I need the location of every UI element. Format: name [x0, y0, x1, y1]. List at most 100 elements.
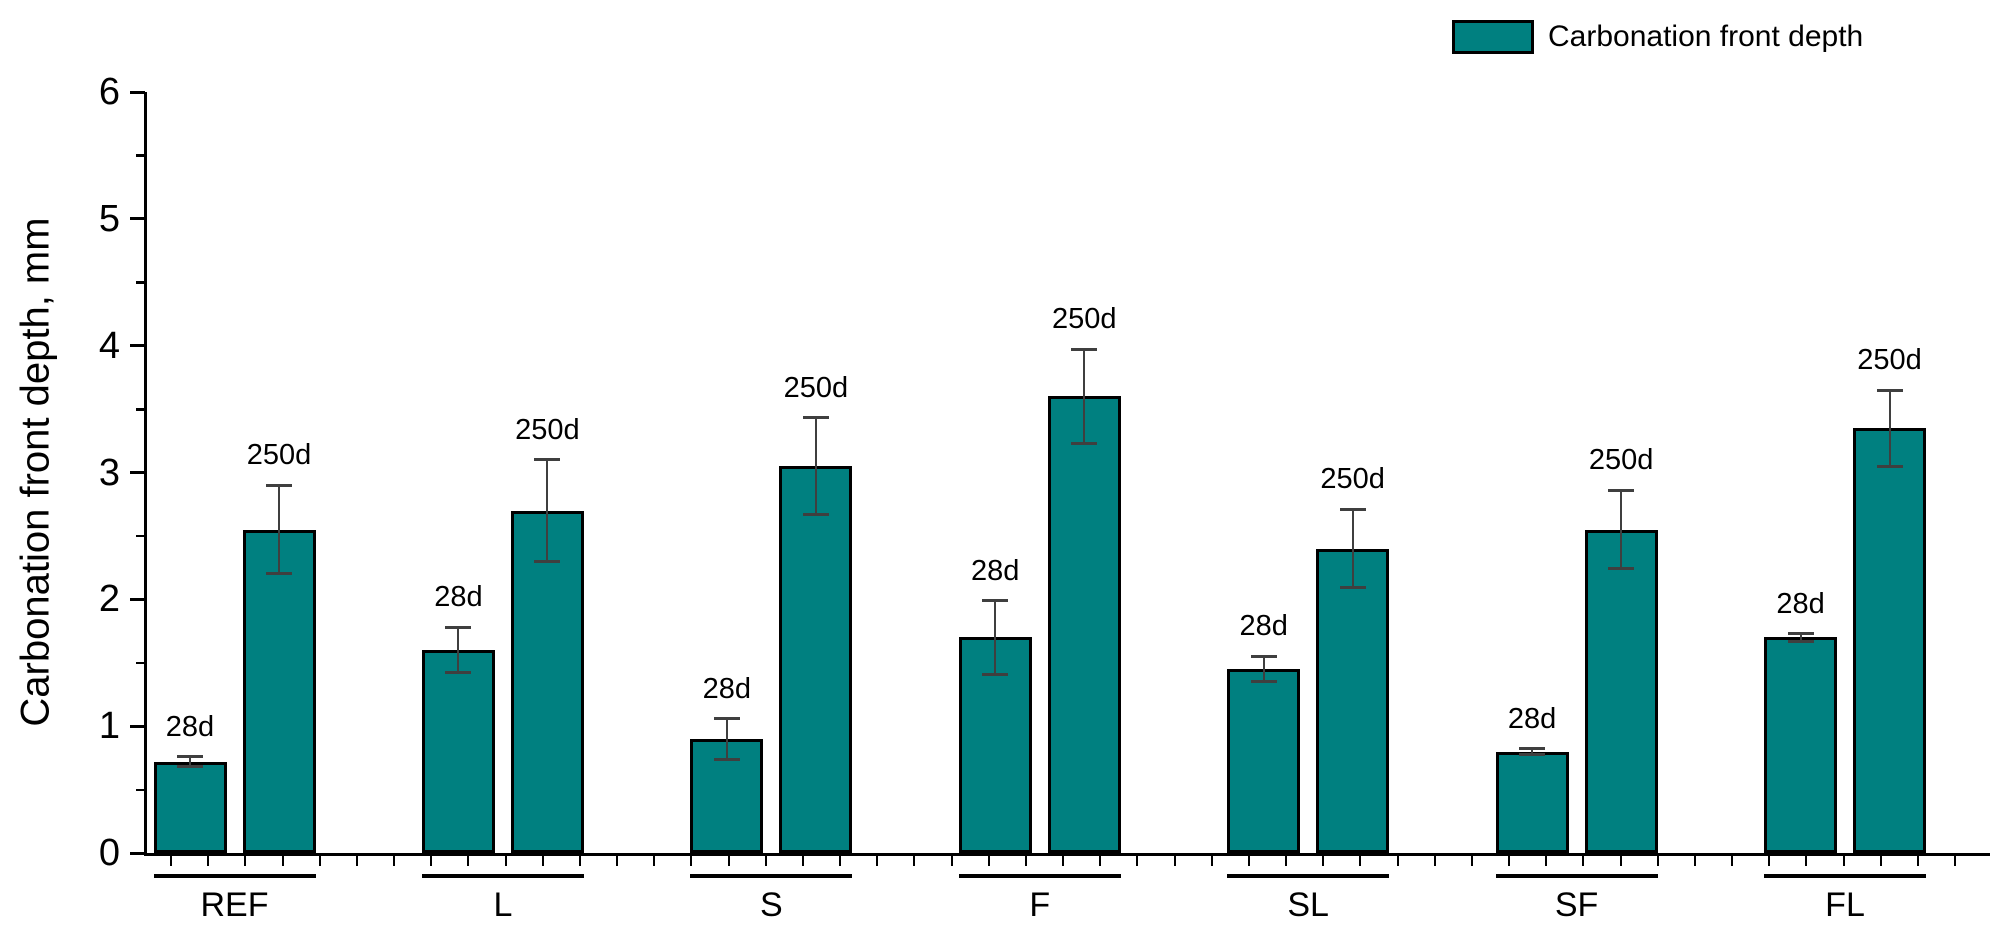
- error-cap-top: [1339, 507, 1366, 511]
- category-underline: [1227, 874, 1390, 878]
- y-minor-tick: [136, 281, 145, 284]
- error-cap-bottom: [713, 757, 740, 761]
- error-cap-bottom: [534, 559, 561, 563]
- y-tick-label: 2: [98, 578, 120, 621]
- y-tick-label: 5: [98, 197, 120, 240]
- y-major-tick: [130, 724, 145, 728]
- error-cap-bottom: [1071, 441, 1098, 445]
- x-minor-tick: [1842, 856, 1845, 866]
- x-minor-tick: [1805, 856, 1808, 866]
- error-cap-bottom: [1876, 464, 1903, 468]
- error-bar-SL-28d: [1262, 656, 1265, 682]
- bar-REF-28d: [153, 761, 227, 853]
- x-minor-tick: [1359, 856, 1362, 866]
- bar-value-label: 250d: [515, 413, 580, 446]
- error-bar-L-250d: [546, 459, 549, 562]
- error-bar-S-28d: [725, 718, 728, 760]
- x-minor-tick: [1396, 856, 1399, 866]
- x-minor-tick: [1136, 856, 1139, 866]
- error-bar-REF-250d: [278, 485, 280, 574]
- x-minor-tick: [1656, 856, 1659, 866]
- x-minor-tick: [1619, 856, 1622, 866]
- bar-value-label: 250d: [1051, 303, 1117, 336]
- category-underline: [1495, 874, 1658, 878]
- x-minor-tick: [764, 856, 767, 866]
- error-cap-top: [982, 599, 1009, 603]
- x-minor-tick: [541, 856, 544, 866]
- y-tick-label: 6: [98, 71, 120, 113]
- y-major-tick: [130, 217, 145, 221]
- legend-label: Carbonation front depth: [1548, 20, 1864, 53]
- error-cap-top: [713, 717, 740, 721]
- error-cap-top: [1071, 347, 1098, 351]
- x-minor-tick: [1024, 856, 1027, 866]
- x-minor-tick: [170, 856, 172, 866]
- x-minor-tick: [1731, 856, 1734, 866]
- x-minor-tick: [318, 856, 321, 866]
- error-bar-F-250d: [1083, 349, 1086, 444]
- y-major-tick: [130, 90, 145, 94]
- legend: Carbonation front depth: [1452, 20, 1863, 54]
- bar-value-label: 28d: [1239, 610, 1288, 643]
- y-tick-label: 0: [98, 832, 120, 874]
- x-minor-tick: [653, 856, 656, 866]
- category-label-L: L: [493, 886, 513, 924]
- x-axis-line: [144, 853, 1990, 856]
- error-bar-S-250d: [814, 417, 817, 515]
- error-cap-top: [266, 483, 292, 487]
- error-cap-top: [445, 625, 472, 629]
- y-tick-label: 4: [98, 324, 120, 367]
- bar-S-250d: [779, 466, 853, 853]
- error-bar-SL-250d: [1351, 509, 1354, 588]
- y-tick-label: 3: [98, 451, 120, 494]
- error-cap-bottom: [177, 765, 203, 769]
- category-label-REF: REF: [200, 886, 269, 924]
- y-minor-tick: [136, 154, 145, 157]
- error-cap-bottom: [1787, 639, 1814, 643]
- error-cap-top: [802, 416, 829, 420]
- error-bar-FL-250d: [1888, 390, 1891, 467]
- error-cap-top: [1250, 654, 1277, 658]
- x-minor-tick: [1768, 856, 1771, 866]
- y-minor-tick: [136, 661, 145, 665]
- bar-value-label: 28d: [165, 710, 215, 743]
- x-minor-tick: [430, 856, 433, 866]
- bar-value-label: 28d: [971, 554, 1020, 587]
- y-major-tick: [130, 344, 145, 348]
- bar-SL-28d: [1227, 669, 1301, 853]
- category-underline: [153, 874, 316, 878]
- x-minor-tick: [616, 856, 619, 866]
- x-minor-tick: [504, 856, 507, 866]
- x-minor-tick: [1693, 856, 1696, 866]
- x-minor-tick: [913, 856, 916, 866]
- error-cap-bottom: [1250, 680, 1277, 684]
- x-minor-tick: [1879, 856, 1882, 866]
- category-underline: [690, 874, 853, 878]
- category-label-S: S: [759, 886, 783, 924]
- error-bar-SF-250d: [1620, 490, 1623, 569]
- x-minor-tick: [393, 856, 396, 866]
- error-cap-bottom: [266, 572, 292, 576]
- y-minor-tick: [136, 408, 145, 411]
- category-underline: [421, 874, 584, 878]
- bar-value-label: 250d: [783, 371, 849, 404]
- legend-swatch: [1452, 20, 1534, 54]
- x-minor-tick: [1247, 856, 1250, 866]
- bar-value-label: 28d: [702, 672, 752, 705]
- bar-FL-28d: [1764, 637, 1838, 853]
- x-minor-tick: [1173, 856, 1176, 866]
- error-cap-bottom: [1608, 567, 1635, 571]
- bar-FL-250d: [1853, 428, 1927, 853]
- bar-REF-250d: [242, 529, 316, 853]
- category-label-SL: SL: [1287, 886, 1329, 924]
- x-minor-tick: [281, 856, 284, 866]
- x-minor-tick: [1916, 856, 1919, 866]
- bar-value-label: 28d: [434, 581, 483, 614]
- bar-value-label: 250d: [246, 439, 312, 472]
- category-label-F: F: [1029, 886, 1051, 924]
- x-minor-tick: [801, 856, 804, 866]
- bar-value-label: 28d: [1776, 587, 1825, 620]
- category-label-SF: SF: [1554, 886, 1599, 924]
- x-minor-tick: [207, 856, 210, 866]
